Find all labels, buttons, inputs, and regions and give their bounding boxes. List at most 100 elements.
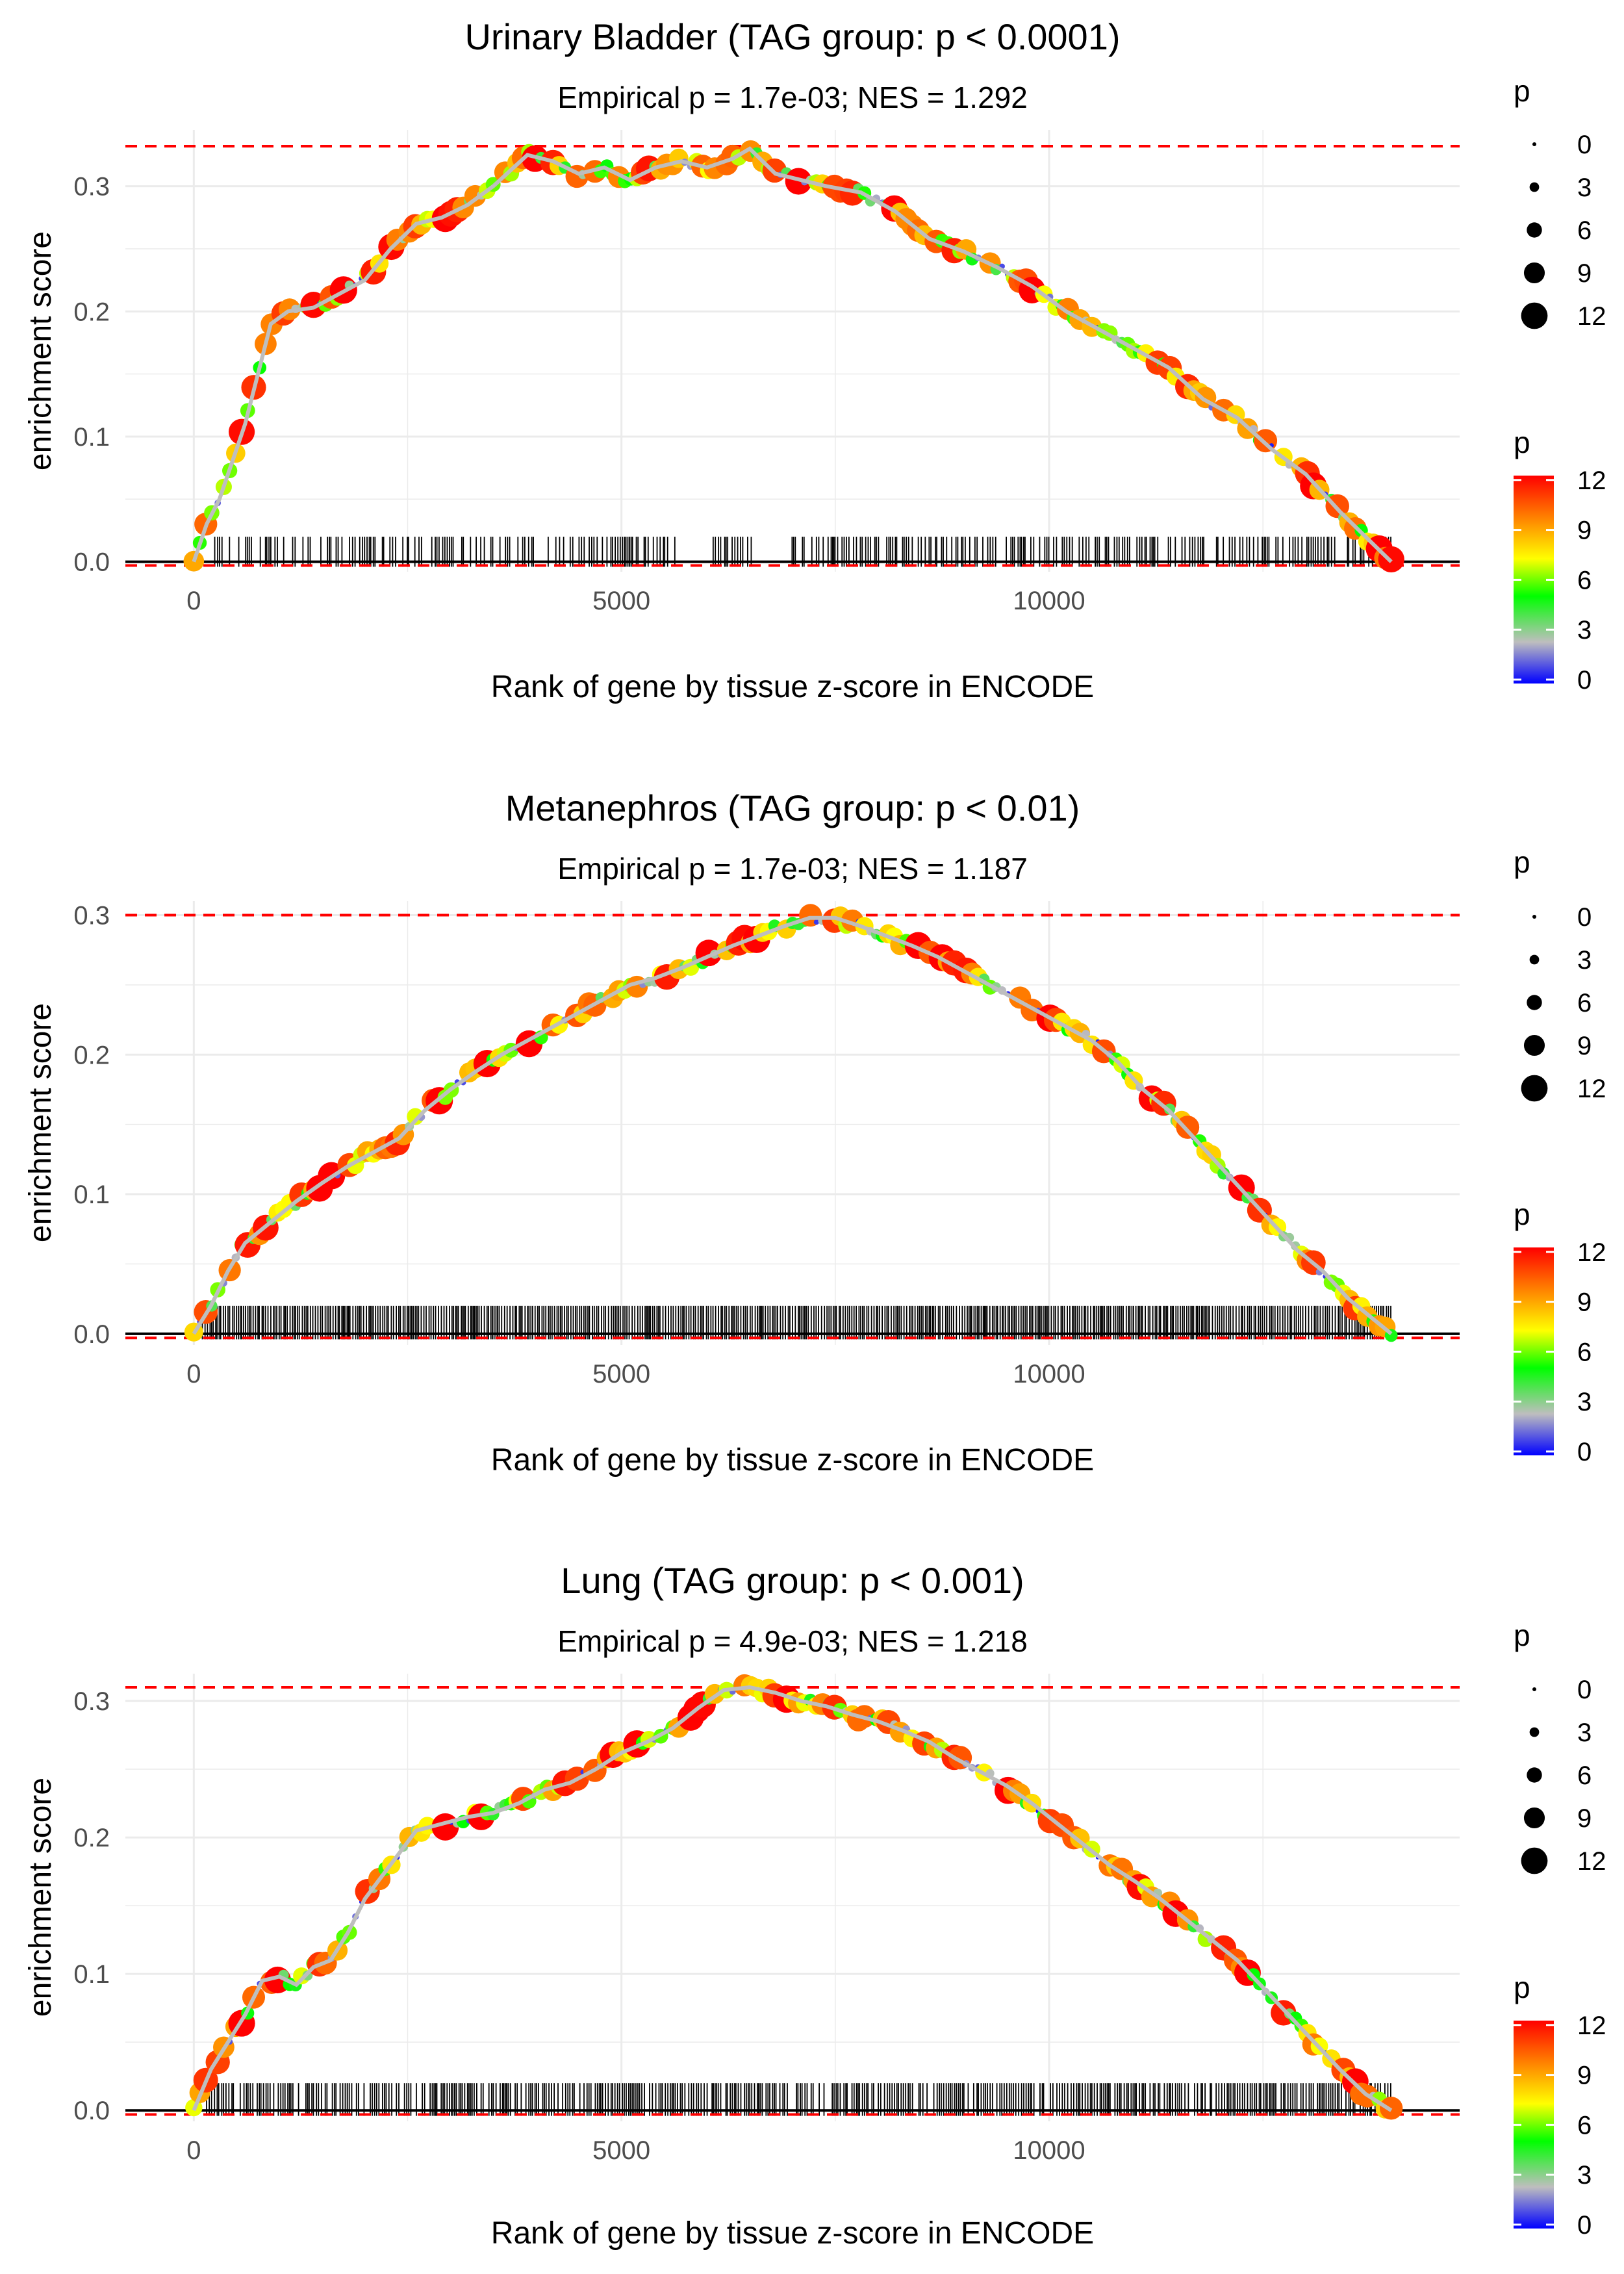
size-legend: p 0 3 6 9 12 <box>1514 74 1606 331</box>
plot-area: 0.0 0.1 0.2 0.3 0 5000 10000 <box>73 130 1460 615</box>
size-legend-keys: 0 3 6 9 12 <box>1521 903 1606 1103</box>
color-legend-title: p <box>1514 426 1530 459</box>
gene-point <box>1176 1116 1200 1139</box>
size-legend-key <box>1521 1847 1548 1874</box>
panel-metanephros: Metanephros (TAG group: p < 0.01) Empiri… <box>23 787 1606 1477</box>
size-legend-label: 3 <box>1577 946 1592 975</box>
color-legend: p 12 9 6 3 0 <box>1514 426 1606 695</box>
y-tick-label: 0.1 <box>73 1960 110 1989</box>
color-legend-label: 12 <box>1577 2012 1606 2040</box>
size-legend-key <box>1521 1075 1548 1102</box>
y-tick-label: 0.3 <box>73 901 110 930</box>
size-legend-label: 12 <box>1577 302 1606 331</box>
color-legend-label: 3 <box>1577 2161 1592 2190</box>
y-tick-label: 0.0 <box>73 1320 110 1349</box>
color-legend-label: 6 <box>1577 2111 1592 2140</box>
color-legend-label: 12 <box>1577 466 1606 495</box>
panel-subtitle: Empirical p = 4.9e-03; NES = 1.218 <box>557 1624 1028 1658</box>
size-legend-label: 3 <box>1577 173 1592 202</box>
size-legend-label: 9 <box>1577 1032 1592 1060</box>
y-axis-label: enrichment score <box>23 1778 58 2017</box>
color-legend-label: 0 <box>1577 666 1592 695</box>
size-legend-key <box>1529 954 1540 965</box>
size-legend-title: p <box>1514 1618 1530 1652</box>
color-legend-label: 9 <box>1577 517 1592 545</box>
panel-title: Lung (TAG group: p < 0.001) <box>561 1560 1024 1601</box>
color-legend-label: 3 <box>1577 1388 1592 1416</box>
y-tick-label: 0.3 <box>73 1687 110 1716</box>
size-legend-key <box>1532 1687 1536 1691</box>
size-legend-title: p <box>1514 845 1530 879</box>
y-tick-label: 0.0 <box>73 548 110 577</box>
x-tick-label: 5000 <box>592 1360 650 1388</box>
size-legend-key <box>1523 1807 1545 1829</box>
y-tick-label: 0.3 <box>73 173 110 201</box>
x-tick-label: 5000 <box>592 587 650 615</box>
size-legend-key <box>1527 995 1542 1010</box>
size-legend-label: 6 <box>1577 1761 1592 1790</box>
gene-point <box>407 1108 424 1125</box>
color-legend-label: 0 <box>1577 1438 1592 1466</box>
color-legend-label: 12 <box>1577 1238 1606 1267</box>
size-legend-label: 12 <box>1577 1847 1606 1876</box>
y-axis-label: enrichment score <box>23 231 58 470</box>
y-tick-label: 0.1 <box>73 1181 110 1209</box>
size-legend-label: 9 <box>1577 1804 1592 1833</box>
size-legend-label: 3 <box>1577 1718 1592 1747</box>
color-legend-label: 9 <box>1577 1288 1592 1317</box>
size-legend-key <box>1532 142 1536 146</box>
y-tick-label: 0.2 <box>73 1041 110 1069</box>
size-legend-label: 6 <box>1577 989 1592 1017</box>
size-legend-key <box>1527 222 1542 238</box>
y-tick-label: 0.2 <box>73 298 110 326</box>
x-tick-label: 0 <box>186 587 201 615</box>
color-legend-label: 6 <box>1577 1338 1592 1366</box>
panel-title: Metanephros (TAG group: p < 0.01) <box>505 787 1080 828</box>
size-legend-title: p <box>1514 74 1530 108</box>
size-legend: p 0 3 6 9 12 <box>1514 1618 1606 1876</box>
panel-title: Urinary Bladder (TAG group: p < 0.0001) <box>464 16 1120 57</box>
panel-lung: Lung (TAG group: p < 0.001) Empirical p … <box>23 1560 1606 2251</box>
y-tick-label: 0.2 <box>73 1824 110 1852</box>
x-tick-label: 10000 <box>1013 587 1085 615</box>
color-legend-ticks: 12 9 6 3 0 <box>1514 2012 1606 2240</box>
y-tick-label: 0.0 <box>73 2097 110 2125</box>
size-legend-key <box>1523 262 1545 284</box>
y-axis-label: enrichment score <box>23 1003 58 1242</box>
color-legend-label: 3 <box>1577 616 1592 645</box>
size-legend-key <box>1532 915 1536 919</box>
color-legend-ticks: 12 9 6 3 0 <box>1514 466 1606 695</box>
running-enrichment-line <box>192 1685 1393 2112</box>
x-tick-label: 10000 <box>1013 1360 1085 1388</box>
color-legend-title: p <box>1514 1197 1530 1231</box>
gene-point <box>813 919 819 925</box>
x-axis-label: Rank of gene by tissue z-score in ENCODE <box>491 2216 1094 2251</box>
color-legend-title: p <box>1514 1971 1530 2004</box>
color-legend-ticks: 12 9 6 3 0 <box>1514 1238 1606 1466</box>
color-legend-label: 6 <box>1577 566 1592 594</box>
size-legend-key <box>1529 182 1540 192</box>
panel-subtitle: Empirical p = 1.7e-03; NES = 1.187 <box>557 852 1028 886</box>
size-legend-key <box>1521 302 1548 329</box>
x-tick-label: 0 <box>186 1360 201 1388</box>
color-legend: p 12 9 6 3 0 <box>1514 1971 1606 2240</box>
size-legend-label: 6 <box>1577 216 1592 245</box>
size-legend-label: 0 <box>1577 131 1592 159</box>
running-enrichment-line <box>192 146 1393 563</box>
color-legend-label: 9 <box>1577 2062 1592 2090</box>
color-legend-label: 0 <box>1577 2211 1592 2240</box>
color-legend: p 12 9 6 3 0 <box>1514 1197 1606 1466</box>
panel-subtitle: Empirical p = 1.7e-03; NES = 1.292 <box>557 81 1028 114</box>
running-enrichment-line <box>192 915 1393 1336</box>
size-legend-keys: 0 3 6 9 12 <box>1521 1676 1606 1876</box>
size-legend-label: 0 <box>1577 903 1592 932</box>
x-tick-label: 5000 <box>592 2136 650 2165</box>
size-legend-label: 0 <box>1577 1676 1592 1704</box>
size-legend-label: 9 <box>1577 259 1592 288</box>
plot-area: 0.0 0.1 0.2 0.3 0 5000 10000 <box>73 1674 1460 2165</box>
size-legend-key <box>1529 1727 1540 1737</box>
panel-urinary-bladder: Urinary Bladder (TAG group: p < 0.0001) … <box>23 16 1606 704</box>
y-tick-label: 0.1 <box>73 423 110 452</box>
x-tick-label: 10000 <box>1013 2136 1085 2165</box>
